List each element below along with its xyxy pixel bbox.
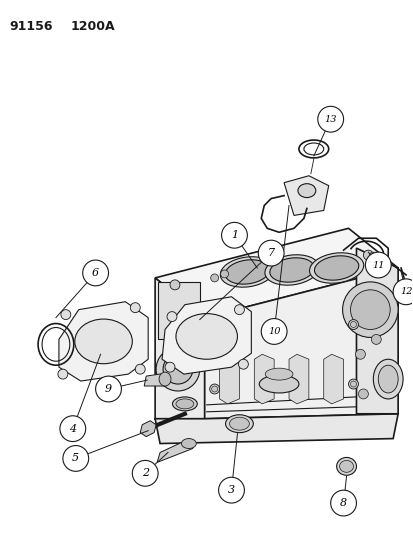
Ellipse shape xyxy=(336,457,356,475)
Ellipse shape xyxy=(265,368,292,380)
Text: 6: 6 xyxy=(92,268,99,278)
Ellipse shape xyxy=(181,439,196,448)
Circle shape xyxy=(238,359,248,369)
Text: 4: 4 xyxy=(69,424,76,434)
Text: 2: 2 xyxy=(141,469,148,478)
Text: 9: 9 xyxy=(104,384,112,394)
Circle shape xyxy=(210,274,218,282)
Ellipse shape xyxy=(314,256,358,280)
Circle shape xyxy=(132,461,158,486)
Circle shape xyxy=(365,252,390,278)
Text: 11: 11 xyxy=(371,261,384,270)
Ellipse shape xyxy=(159,372,171,386)
Polygon shape xyxy=(59,302,148,381)
Text: 10: 10 xyxy=(267,327,280,336)
Circle shape xyxy=(130,303,140,313)
Ellipse shape xyxy=(339,461,353,472)
Circle shape xyxy=(221,222,247,248)
Circle shape xyxy=(234,305,244,314)
Polygon shape xyxy=(204,268,397,419)
Ellipse shape xyxy=(176,313,237,359)
Ellipse shape xyxy=(309,253,363,283)
Circle shape xyxy=(342,282,397,337)
Circle shape xyxy=(166,312,176,321)
Circle shape xyxy=(209,384,219,394)
Circle shape xyxy=(358,389,368,399)
Circle shape xyxy=(368,252,376,260)
Circle shape xyxy=(392,279,413,305)
Circle shape xyxy=(218,477,244,503)
Circle shape xyxy=(135,364,145,374)
Ellipse shape xyxy=(377,365,397,393)
Ellipse shape xyxy=(259,375,298,393)
Circle shape xyxy=(165,362,175,372)
Polygon shape xyxy=(155,228,397,318)
Circle shape xyxy=(61,310,71,320)
Text: 1200A: 1200A xyxy=(71,20,115,33)
Polygon shape xyxy=(219,354,239,404)
Circle shape xyxy=(83,260,108,286)
Circle shape xyxy=(156,348,199,391)
Ellipse shape xyxy=(269,258,313,282)
Text: 91156: 91156 xyxy=(9,20,53,33)
Text: 7: 7 xyxy=(267,248,274,258)
Text: 8: 8 xyxy=(339,498,347,508)
Polygon shape xyxy=(323,354,343,404)
Circle shape xyxy=(60,416,85,441)
Ellipse shape xyxy=(264,255,318,285)
Text: 12: 12 xyxy=(399,287,411,296)
Circle shape xyxy=(370,334,380,344)
Circle shape xyxy=(220,270,228,278)
Circle shape xyxy=(170,280,180,290)
Circle shape xyxy=(261,319,286,344)
Circle shape xyxy=(363,250,373,260)
Circle shape xyxy=(350,290,389,329)
Polygon shape xyxy=(155,278,204,419)
Ellipse shape xyxy=(366,255,388,269)
Ellipse shape xyxy=(220,257,274,287)
Polygon shape xyxy=(254,354,273,404)
Circle shape xyxy=(258,240,283,266)
Circle shape xyxy=(348,379,358,389)
Circle shape xyxy=(63,446,88,471)
Circle shape xyxy=(330,490,356,516)
Circle shape xyxy=(317,106,343,132)
Polygon shape xyxy=(158,282,199,340)
Ellipse shape xyxy=(297,184,315,198)
Polygon shape xyxy=(161,297,251,374)
Text: 5: 5 xyxy=(72,454,79,463)
Ellipse shape xyxy=(373,359,402,399)
Ellipse shape xyxy=(176,399,193,409)
Circle shape xyxy=(58,369,68,379)
Text: 1: 1 xyxy=(230,230,237,240)
Circle shape xyxy=(209,325,219,334)
Polygon shape xyxy=(144,373,166,386)
Polygon shape xyxy=(157,439,192,463)
Polygon shape xyxy=(356,248,397,414)
Polygon shape xyxy=(283,176,328,215)
Polygon shape xyxy=(288,354,308,404)
Polygon shape xyxy=(155,414,397,443)
Circle shape xyxy=(355,349,365,359)
Circle shape xyxy=(163,354,192,384)
Text: 3: 3 xyxy=(228,485,235,495)
Polygon shape xyxy=(140,421,156,437)
Ellipse shape xyxy=(225,415,253,433)
Ellipse shape xyxy=(225,260,269,284)
Ellipse shape xyxy=(75,319,132,364)
Circle shape xyxy=(348,320,358,329)
Circle shape xyxy=(95,376,121,402)
Ellipse shape xyxy=(172,397,197,411)
Ellipse shape xyxy=(229,417,249,430)
Text: 13: 13 xyxy=(324,115,336,124)
